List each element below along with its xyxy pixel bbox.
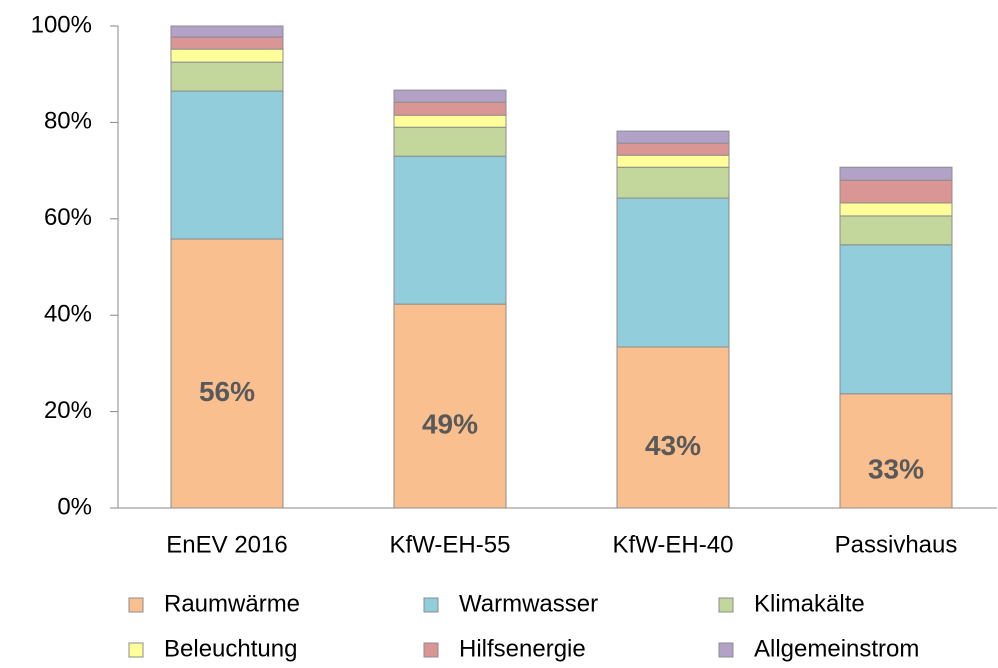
- y-tick-label: 0%: [57, 493, 92, 520]
- bar-segment: [393, 155, 507, 305]
- bar-segment: [839, 393, 953, 509]
- bar-segment: [170, 61, 284, 92]
- bar-segment: [170, 238, 284, 509]
- bar-segment: [839, 179, 953, 204]
- legend-swatch: [128, 597, 144, 613]
- bar-segment: [616, 166, 730, 199]
- legend-swatch: [423, 642, 439, 658]
- x-tick-label: EnEV 2016: [166, 531, 287, 558]
- legend-swatch: [718, 642, 734, 658]
- y-tick-label: 60%: [44, 204, 92, 231]
- bar-segment: [393, 126, 507, 157]
- bar-segment: [839, 215, 953, 246]
- legend-label: Warmwasser: [459, 590, 598, 617]
- legend-label: Klimakälte: [754, 590, 865, 617]
- bar-segment: [170, 48, 284, 63]
- legend-swatch: [128, 642, 144, 658]
- y-tick-label: 40%: [44, 301, 92, 328]
- bar-segment: [839, 244, 953, 395]
- legend-swatch: [423, 597, 439, 613]
- y-tick-label: 100%: [31, 11, 92, 38]
- legend-label: Raumwärme: [164, 590, 300, 617]
- bar-segment: [616, 197, 730, 348]
- annotation: 33%: [868, 453, 924, 484]
- bar-segment: [839, 202, 953, 217]
- legend-swatch: [718, 597, 734, 613]
- bar-segment: [393, 114, 507, 128]
- bar-segment: [170, 36, 284, 50]
- bar-segment: [616, 154, 730, 168]
- bar-segment: [393, 303, 507, 509]
- bar-segment: [839, 166, 953, 181]
- y-tick-label: 20%: [44, 397, 92, 424]
- bar-segment: [616, 142, 730, 156]
- annotation: 49%: [422, 408, 478, 439]
- bar-segment: [170, 90, 284, 240]
- bar-segment: [616, 346, 730, 509]
- bar-segment: [616, 130, 730, 144]
- bar-segment: [393, 89, 507, 103]
- x-tick-label: Passivhaus: [835, 531, 958, 558]
- annotation: 56%: [199, 376, 255, 407]
- bar-segment: [393, 101, 507, 116]
- x-tick-label: KfW-EH-40: [613, 531, 734, 558]
- y-tick-label: 80%: [44, 108, 92, 135]
- legend-label: Hilfsenergie: [459, 635, 586, 662]
- annotation: 43%: [645, 430, 701, 461]
- x-tick-label: KfW-EH-55: [390, 531, 511, 558]
- bar-segment: [170, 25, 284, 38]
- legend-label: Beleuchtung: [164, 635, 297, 662]
- legend-label: Allgemeinstrom: [754, 635, 919, 662]
